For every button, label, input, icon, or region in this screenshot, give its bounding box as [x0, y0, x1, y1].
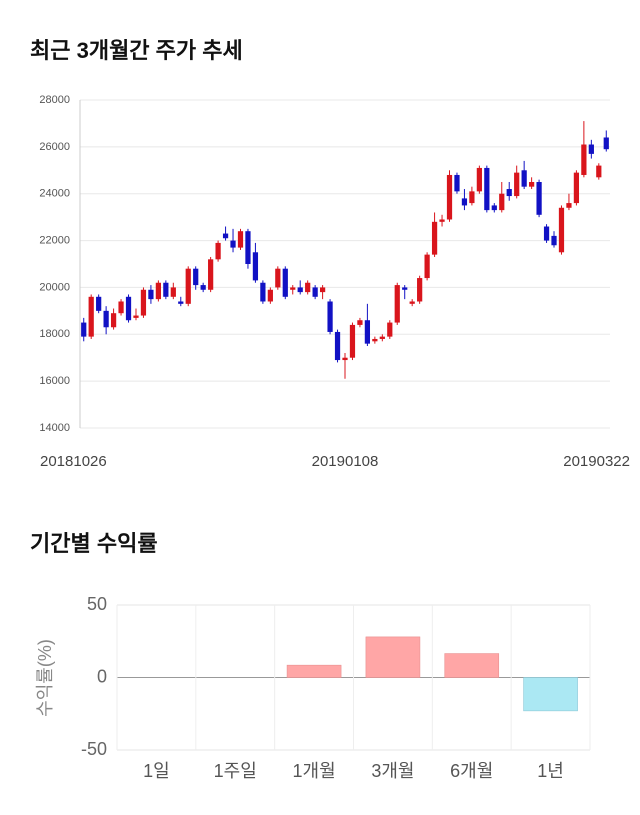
candle-body	[596, 165, 602, 178]
y-tick-label: 24000	[39, 188, 70, 200]
candle-body	[230, 240, 236, 248]
candle-body	[543, 226, 550, 241]
candle-body	[170, 287, 176, 297]
candle-body	[566, 203, 572, 208]
candle-body	[551, 235, 557, 246]
candle-body	[536, 182, 542, 215]
candle-body	[476, 167, 482, 192]
candle-body	[379, 336, 385, 339]
bar	[523, 677, 578, 712]
y-tick-label: -50	[81, 739, 107, 759]
candle-body	[275, 268, 281, 288]
x-tick-label: 1일	[143, 761, 170, 781]
candle-body	[588, 144, 594, 154]
candle-body	[342, 357, 348, 361]
candle-body	[327, 301, 333, 332]
candle-body	[267, 289, 273, 302]
candle-body	[334, 331, 341, 361]
candle-body	[424, 254, 430, 279]
candle-body	[349, 324, 356, 358]
candle-body	[506, 189, 512, 197]
candle-body	[431, 221, 438, 255]
x-tick-label: 20181026	[40, 453, 107, 470]
candle-body	[469, 191, 475, 204]
bar	[444, 653, 500, 678]
x-tick-label: 20190322	[563, 453, 630, 470]
candle-body	[103, 310, 109, 328]
x-tick-label: 3개월	[371, 761, 414, 781]
candle-body	[312, 287, 318, 297]
candle-body	[454, 174, 460, 192]
candle-body	[260, 282, 266, 302]
candle-body	[484, 167, 490, 211]
candle-body	[252, 252, 259, 281]
candle-body	[282, 268, 288, 297]
chart-title: 최근 3개월간 주가 추세	[30, 38, 243, 63]
candle-body	[237, 231, 244, 248]
candle-body	[110, 313, 117, 328]
y-tick-label: 14000	[39, 422, 70, 434]
candle-body	[81, 322, 87, 337]
chart-title: 기간별 수익률	[30, 531, 158, 556]
y-tick-label: 22000	[39, 234, 70, 246]
y-tick-label: 50	[87, 594, 107, 614]
y-tick-label: 26000	[39, 141, 70, 153]
x-tick-label: 1년	[537, 761, 564, 781]
candle-body	[319, 287, 326, 293]
y-tick-label: 28000	[39, 94, 70, 106]
candle-body	[148, 289, 154, 300]
candle-body	[461, 198, 468, 206]
candle-body	[200, 285, 206, 290]
y-tick-label: 16000	[39, 375, 70, 387]
candle-body	[402, 287, 408, 290]
x-tick-label: 1개월	[293, 761, 336, 781]
candle-body	[364, 320, 371, 344]
candle-body	[558, 207, 565, 253]
candle-body	[290, 287, 296, 290]
candle-body	[163, 282, 169, 297]
candle-body	[581, 144, 587, 175]
candle-body	[297, 287, 303, 293]
candle-body	[140, 289, 147, 316]
candle-body	[215, 242, 221, 260]
candle-body	[222, 233, 229, 239]
candle-body	[193, 268, 199, 286]
y-tick-label: 20000	[39, 281, 70, 293]
candle-body	[245, 231, 251, 264]
candle-body	[446, 174, 453, 220]
candle-body	[178, 301, 184, 304]
candle-body	[305, 282, 311, 293]
candle-body	[118, 301, 124, 314]
candle-body	[521, 170, 527, 187]
candle-body	[155, 282, 161, 300]
candle-body	[88, 296, 94, 337]
candle-body	[125, 296, 132, 321]
candle-body	[372, 338, 378, 342]
bar	[286, 664, 342, 678]
candle-body	[491, 205, 497, 211]
x-tick-label: 1주일	[214, 761, 257, 781]
x-tick-label: 20190108	[312, 453, 379, 470]
candle-body	[573, 172, 580, 204]
x-tick-label: 6개월	[450, 761, 493, 781]
candle-body	[133, 315, 139, 318]
candle-body	[417, 278, 423, 302]
candle-body	[394, 285, 400, 323]
candle-body	[529, 182, 535, 187]
y-tick-label: 18000	[39, 328, 70, 340]
candle-body	[387, 322, 393, 337]
candle-body	[603, 137, 609, 150]
candle-body	[409, 301, 415, 304]
y-tick-label: 0	[97, 666, 107, 686]
candle-body	[357, 320, 363, 325]
candle-body	[499, 193, 505, 211]
candle-body	[185, 268, 191, 304]
y-axis-label: 수익률(%)	[35, 639, 55, 717]
candle-body	[96, 296, 102, 311]
candle-body	[208, 259, 214, 290]
candle-body	[439, 219, 445, 222]
candle-body	[514, 172, 520, 197]
bar	[365, 636, 421, 678]
